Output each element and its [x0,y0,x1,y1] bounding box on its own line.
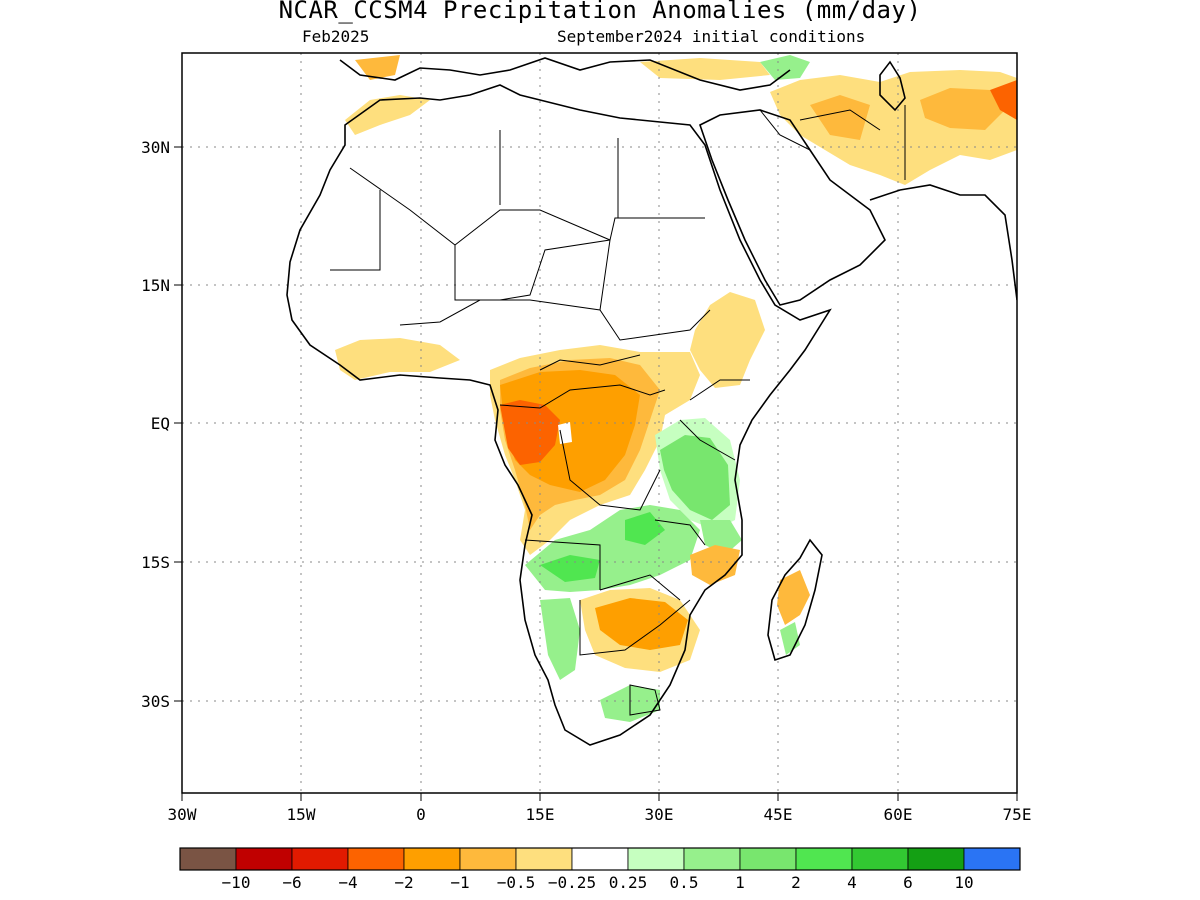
colorbar-swatch [459,847,517,871]
colorbar-swatch [291,847,349,871]
border-east [654,379,750,546]
y-tick-label: EQ [151,414,170,433]
anomaly-congo-strong-dry [500,400,560,465]
colorbar-swatch [963,847,1021,871]
anomaly-mozambique-dry [690,545,740,585]
colorbar-swatch [347,847,405,871]
anomaly-ethiopia-dry [690,292,765,388]
y-tick-label: 30N [141,138,170,157]
mediterranean-north-coast [339,57,791,91]
colorbar-swatch [851,847,909,871]
initial-conditions-label: September2024 initial conditions [557,27,866,46]
y-tick-label: 15S [141,553,170,572]
colorbar-label: 4 [847,873,857,892]
anomaly-morocco-dry [345,95,430,135]
anomaly-iran-dry-core [810,88,1005,140]
colorbar-swatch [795,847,853,871]
anomaly-namibia-wet [540,598,580,680]
anomaly-west-africa-dry [335,338,460,380]
x-tick-label: 30W [168,805,197,824]
x-tick-label: 45E [764,805,793,824]
colorbar-label: −0.5 [497,873,536,892]
arabia-coastline [699,109,886,306]
anomaly-zimbabwe-dry-core [595,598,688,650]
valid-month-label: Feb2025 [302,27,370,46]
colorbar-label: −0.25 [548,873,596,892]
border-sahel [330,190,711,341]
colorbar: −10 −6 −4 −2 −1 −0.5 −0.25 0.25 0.5 1 2 4 6 10 [179,847,1021,892]
colorbar-swatch [403,847,461,871]
border-north-africa [349,130,705,311]
y-tick-label: 30S [141,692,170,711]
colorbar-swatch [515,847,573,871]
anomaly-iran-dry-peak [990,80,1017,120]
colorbar-label: −2 [394,873,413,892]
border-south [524,539,691,716]
colorbar-swatch [179,847,237,871]
colorbar-label: −10 [222,873,251,892]
colorbar-swatch [683,847,741,871]
colorbar-swatch [235,847,293,871]
coastlines [286,57,1017,746]
anomaly-med-dry [640,58,770,80]
colorbar-label: −1 [450,873,469,892]
colorbar-label: 0.5 [670,873,699,892]
colorbar-labels: −10 −6 −4 −2 −1 −0.5 −0.25 0.25 0.5 1 2 4 6 10 [222,873,974,892]
anomaly-iberia-dry [355,55,400,80]
colorbar-swatches [179,847,1021,871]
anomaly-east-africa-wet-mid [660,435,730,520]
colorbar-frame [179,847,1021,871]
anomaly-layer [335,55,1017,722]
colorbar-label: −6 [282,873,301,892]
colorbar-label: 10 [954,873,973,892]
colorbar-swatch [571,847,629,871]
colorbar-label: 1 [735,873,745,892]
country-borders [330,105,906,716]
colorbar-swatch [907,847,965,871]
y-tick-label: 15N [141,276,170,295]
colorbar-label: 6 [903,873,913,892]
border-middle-east [759,105,906,180]
anomaly-mozambique-wet [700,520,742,555]
x-axis: 30W 15W 0 15E 30E 45E 60E 75E [168,793,1032,824]
colorbar-label: −4 [338,873,357,892]
x-tick-label: 15W [287,805,316,824]
anomaly-madagascar-dry [777,570,810,625]
anomaly-madagascar-wet [780,622,800,655]
anomaly-turkey-wet [760,55,810,80]
x-tick-label: 60E [884,805,913,824]
x-tick-label: 30E [645,805,674,824]
caspian-coastline [879,60,906,112]
x-tick-label: 0 [416,805,426,824]
colorbar-label: 2 [791,873,801,892]
colorbar-swatch [627,847,685,871]
madagascar-coastline [767,538,823,662]
colorbar-label: 0.25 [609,873,648,892]
y-axis: 30N 15N EQ 15S 30S [141,138,182,711]
x-tick-label: 75E [1003,805,1032,824]
anomaly-angola-wet-core [540,512,665,582]
map-title: NCAR_CCSM4 Precipitation Anomalies (mm/d… [278,0,922,24]
colorbar-swatch [739,847,797,871]
africa-coastline [286,84,832,746]
x-tick-label: 15E [526,805,555,824]
iran-india-coastline [869,184,1017,301]
border-central [499,354,666,511]
